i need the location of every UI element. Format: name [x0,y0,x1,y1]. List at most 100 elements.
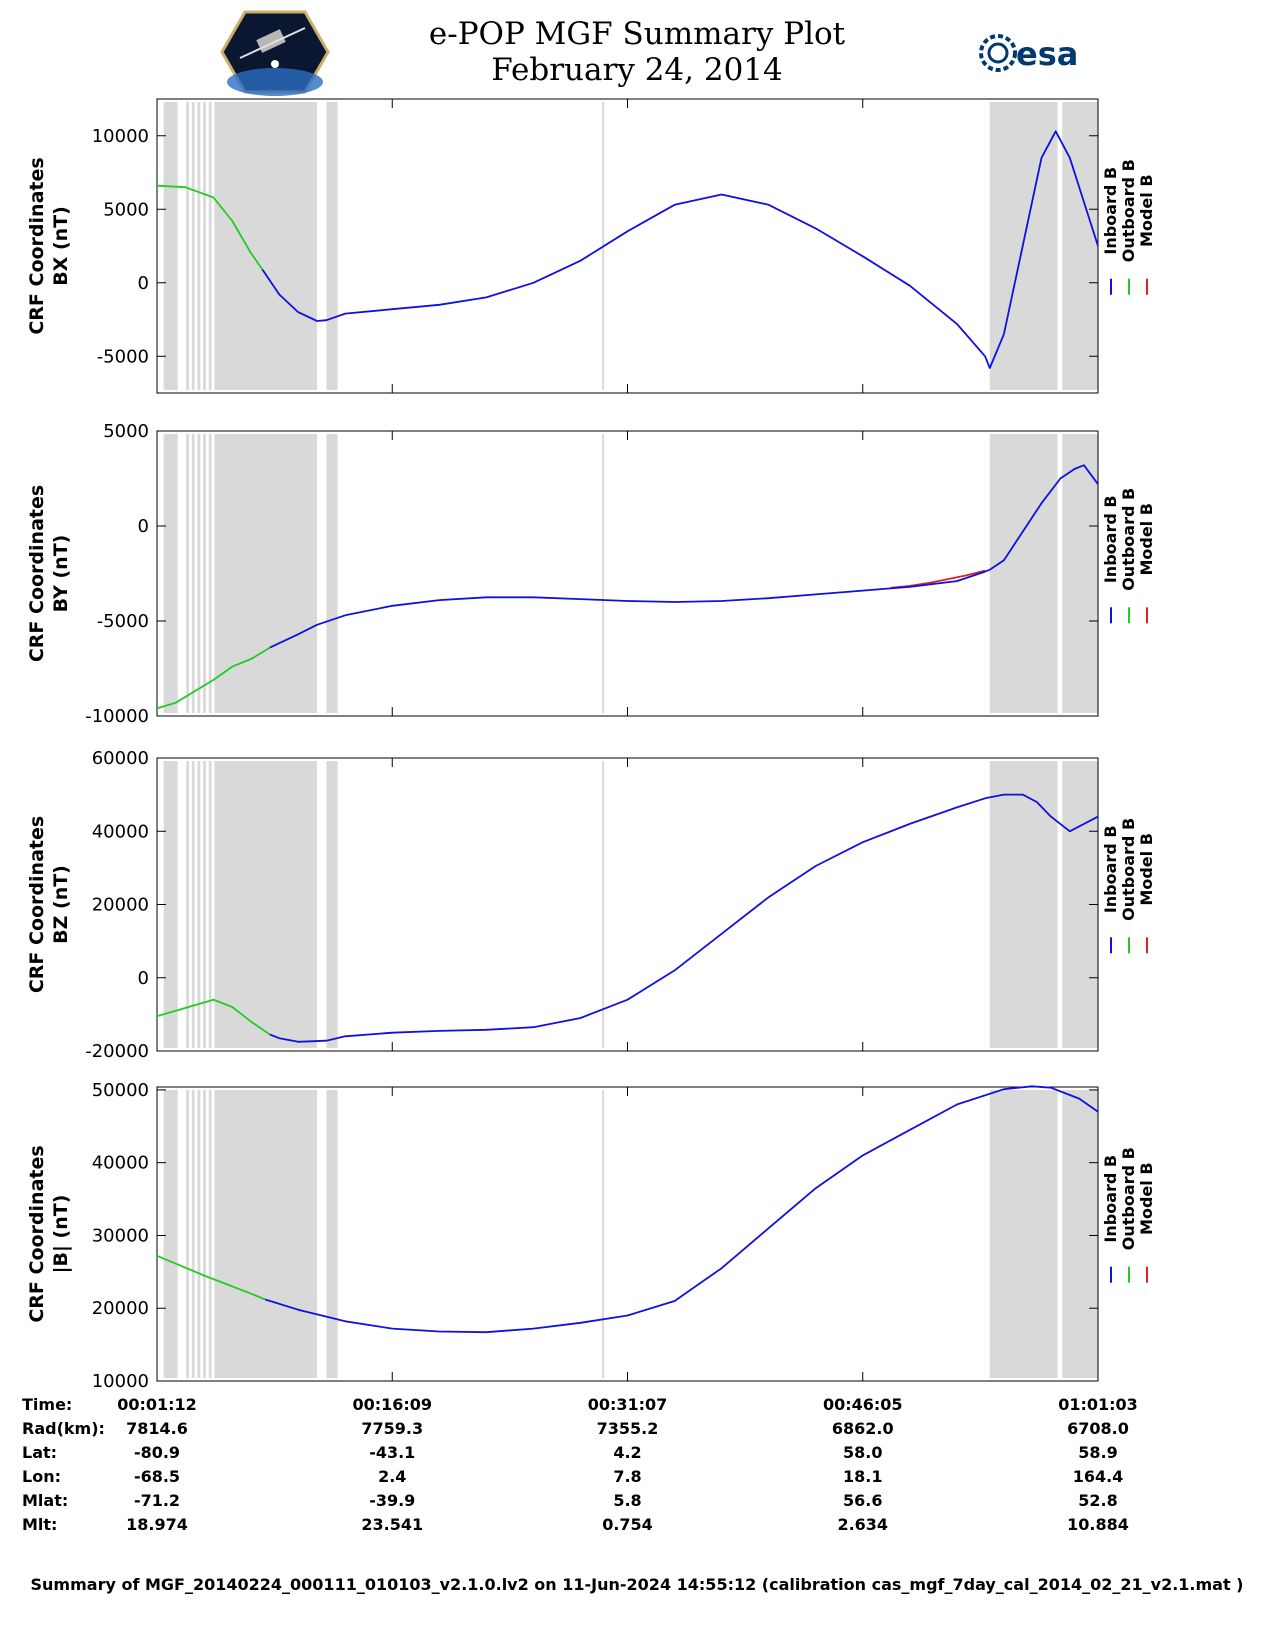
table-row-label: Mlat: [22,1491,68,1510]
panel-3: -20000 0 20000 40000 60000 CRF Coordinates BZ … [26,748,1156,1062]
table-cell: 7355.2 [597,1419,659,1438]
legend-model-label: Model B [1137,174,1156,246]
shaded-interval [191,102,195,390]
shaded-interval [989,1090,1058,1378]
esa-logo: esa [979,34,1078,73]
table-cell: 01:01:03 [1058,1395,1138,1414]
y-axis-label-unit: BY (nT) [50,535,72,613]
shaded-interval [191,434,195,713]
table-cell: 2.4 [378,1467,406,1486]
shaded-interval [208,102,212,390]
legend-outboard-label: Outboard B [1119,818,1138,921]
shaded-interval [186,1090,189,1378]
y-tick-label: -10000 [85,706,149,727]
shaded-interval [191,761,195,1048]
outboard-series-line [156,998,271,1036]
y-tick-label: 40000 [92,821,149,842]
table-cell: 4.2 [613,1443,641,1462]
outboard-series-line [156,1254,266,1301]
shaded-interval [197,102,201,390]
table-cell: 58.0 [843,1443,882,1462]
shaded-interval [163,434,178,713]
legend-outboard-label: Outboard B [1119,488,1138,591]
legend-inboard-label: Inboard B [1101,825,1120,913]
shaded-interval [163,761,178,1048]
y-tick-label: 10000 [92,126,149,147]
y-tick-label: 0 [138,968,149,989]
table-cell: 164.4 [1073,1467,1124,1486]
shaded-interval [1062,102,1098,390]
shaded-interval [191,1090,195,1378]
table-cell: -43.1 [369,1443,415,1462]
shaded-interval [602,434,604,713]
y-tick-label: 60000 [92,748,149,769]
table-cell: 00:16:09 [352,1395,432,1414]
table-cell: 10.884 [1067,1515,1129,1534]
table-cell: 2.634 [837,1515,888,1534]
shaded-interval [1062,434,1098,713]
shaded-interval [203,761,206,1048]
shaded-interval [197,1090,201,1378]
shaded-interval [214,761,317,1048]
shaded-interval [326,434,338,713]
legend-model-label: Model B [1137,1162,1156,1234]
legend-inboard-label: Inboard B [1101,167,1120,255]
model-series-line [890,569,986,589]
y-tick-label: 0 [138,273,149,294]
inboard-series-line [261,130,1099,369]
shaded-interval [989,761,1058,1048]
inboard-series-line [264,1085,1099,1334]
table-cell: 56.6 [843,1491,882,1510]
y-axis-label: CRF Coordinates [26,485,48,662]
shaded-interval [197,761,201,1048]
y-tick-label: -20000 [85,1041,149,1062]
shaded-interval [214,434,317,713]
shaded-interval [208,761,212,1048]
outboard-series-line [156,184,264,271]
legend-outboard-label: Outboard B [1119,1147,1138,1250]
inboard-series-line [269,464,1099,649]
table-row-label: Rad(km): [22,1419,105,1438]
table-cell: 00:31:07 [588,1395,668,1414]
table-cell: 58.9 [1078,1443,1117,1462]
shaded-interval [163,1090,178,1378]
table-cell: -80.9 [134,1443,180,1462]
y-axis-label: CRF Coordinates [26,1145,48,1322]
y-axis-label: CRF Coordinates [26,157,48,334]
shaded-interval [326,761,338,1048]
shaded-interval [163,102,178,390]
y-tick-label: 10000 [92,1371,149,1392]
plot-title-line2: February 24, 2014 [491,52,783,88]
y-axis-label: CRF Coordinates [26,816,48,993]
table-cell: 5.8 [613,1491,641,1510]
cassiope-logo [220,10,330,96]
shaded-interval [208,434,212,713]
y-axis-label-unit: BZ (nT) [50,865,72,944]
y-tick-label: 5000 [103,421,149,442]
esa-logo-text: esa [1016,35,1078,73]
table-cell: -71.2 [134,1491,180,1510]
table-cell: 6862.0 [832,1419,894,1438]
shaded-interval [214,1090,317,1378]
y-tick-label: 0 [138,516,149,537]
table-cell: 7759.3 [361,1419,423,1438]
y-tick-label: -5000 [97,346,149,367]
y-tick-label: 20000 [92,895,149,916]
table-row-label: Mlt: [22,1515,57,1534]
shaded-interval [1062,1090,1098,1378]
table-row-label: Time: [22,1395,72,1414]
legend-inboard-label: Inboard B [1101,1155,1120,1243]
table-cell: 0.754 [602,1515,653,1534]
table-cell: 18.1 [843,1467,882,1486]
table-cell: 52.8 [1078,1491,1117,1510]
shaded-interval [203,102,206,390]
table-row-label: Lon: [22,1467,61,1486]
shaded-interval [326,102,338,390]
legend: Inboard B Outboard B Model B [1101,1147,1156,1283]
inboard-series-line [269,793,1099,1043]
shaded-interval [989,434,1058,713]
table-cell: 23.541 [361,1515,423,1534]
y-axis-label-unit: |B| (nT) [50,1195,72,1274]
shaded-interval [326,1090,338,1378]
